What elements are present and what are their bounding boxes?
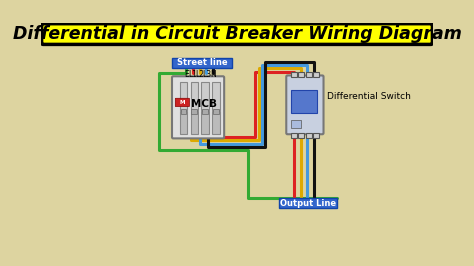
Text: MCB: MCB (191, 99, 217, 109)
Bar (306, 72, 311, 77)
Bar (180, 82, 187, 110)
Bar (291, 120, 301, 128)
Bar (291, 72, 297, 77)
Text: L2: L2 (195, 70, 204, 79)
Bar (298, 133, 304, 138)
Bar (191, 82, 198, 110)
Text: Street line: Street line (177, 58, 228, 67)
Bar (173, 58, 232, 68)
Bar (181, 109, 186, 114)
Bar (212, 82, 219, 110)
Text: Output Line: Output Line (280, 199, 336, 208)
FancyBboxPatch shape (286, 76, 324, 134)
Bar (191, 111, 198, 134)
Bar (313, 133, 319, 138)
Bar (306, 133, 311, 138)
Bar (180, 111, 187, 134)
FancyBboxPatch shape (172, 76, 224, 138)
Bar (202, 109, 208, 114)
Bar (279, 198, 337, 208)
Text: L1: L1 (189, 70, 198, 79)
Bar (201, 82, 209, 110)
Bar (291, 90, 317, 113)
Bar (191, 109, 197, 114)
FancyBboxPatch shape (42, 24, 432, 44)
Bar (298, 72, 304, 77)
Text: N: N (210, 70, 216, 79)
Text: L3: L3 (202, 70, 211, 79)
Bar (201, 111, 209, 134)
Bar (212, 111, 219, 134)
Text: E: E (184, 70, 189, 79)
Text: Differential Switch: Differential Switch (327, 92, 411, 101)
Bar (291, 133, 297, 138)
Text: Differential in Circuit Breaker Wiring Diagram: Differential in Circuit Breaker Wiring D… (13, 25, 461, 43)
Bar (313, 72, 319, 77)
FancyBboxPatch shape (175, 98, 190, 107)
Bar (213, 109, 219, 114)
Text: M: M (180, 100, 185, 105)
